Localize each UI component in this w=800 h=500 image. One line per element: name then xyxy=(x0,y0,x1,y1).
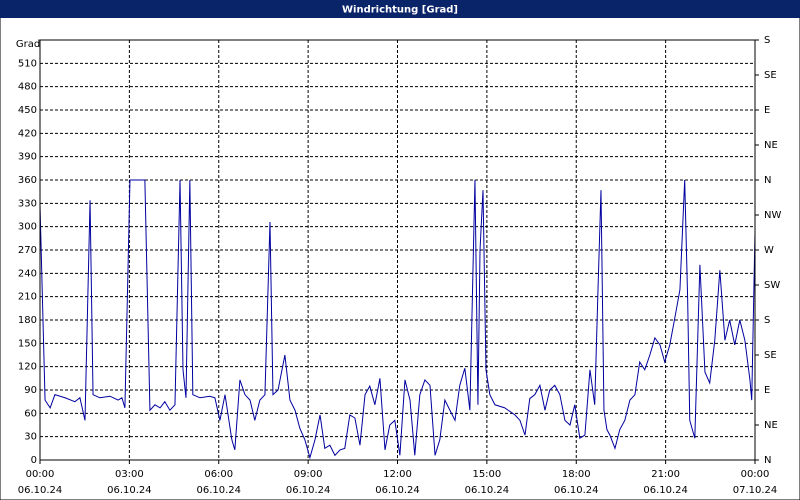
title-bar xyxy=(0,0,800,18)
y-tick-label: 390 xyxy=(18,152,37,163)
y2-tick-label: E xyxy=(764,385,770,396)
plot-border xyxy=(39,39,756,461)
y-tick-label: 240 xyxy=(18,268,37,279)
x-tick-label: 00:00 06.10.24 xyxy=(18,469,63,496)
y-tick-label: 480 xyxy=(18,82,37,93)
x-tick-label: 15:00 06.10.24 xyxy=(465,469,510,496)
y-tick-label: 90 xyxy=(24,385,37,396)
y2-tick-label: S xyxy=(764,315,770,326)
y2-tick-label: N xyxy=(764,455,771,466)
y-tick-label: 360 xyxy=(18,175,37,186)
x-tick-label: 18:00 06.10.24 xyxy=(554,469,599,496)
y2-tick-label: SE xyxy=(764,350,777,361)
y-axis-label: Grad xyxy=(16,39,40,50)
y-tick-label: 30 xyxy=(24,432,37,443)
y-tick-label: 150 xyxy=(18,338,37,349)
y2-tick-label: SE xyxy=(764,70,777,81)
y2-tick-label: S xyxy=(764,35,770,46)
y-tick-label: 60 xyxy=(24,408,37,419)
y-tick-label: 270 xyxy=(18,245,37,256)
y-tick-label: 210 xyxy=(18,292,37,303)
y-tick-label: 330 xyxy=(18,198,37,209)
x-tick-label: 06:00 06.10.24 xyxy=(196,469,241,496)
y-tick-label: 120 xyxy=(18,362,37,373)
y2-tick-label: W xyxy=(764,245,774,256)
y2-tick-label: N xyxy=(764,175,771,186)
y-tick-label: 450 xyxy=(18,105,37,116)
x-tick-label: 12:00 06.10.24 xyxy=(375,469,420,496)
y2-tick-label: NE xyxy=(764,140,778,151)
chart-title: Windrichtung [Grad] xyxy=(342,5,458,16)
x-tick-label: 21:00 06.10.24 xyxy=(643,469,688,496)
y-tick-label: 180 xyxy=(18,315,37,326)
y2-tick-label: NW xyxy=(764,210,781,221)
x-tick-label: 09:00 06.10.24 xyxy=(286,469,331,496)
y2-tick-label: SW xyxy=(764,280,780,291)
y-tick-label: 300 xyxy=(18,222,37,233)
x-tick-label: 03:00 06.10.24 xyxy=(107,469,152,496)
x-tick-label: 00:00 07.10.24 xyxy=(733,469,778,496)
y2-tick-label: NE xyxy=(764,420,778,431)
y-tick-label: 0 xyxy=(31,455,37,466)
y-tick-label: 420 xyxy=(18,128,37,139)
y2-tick-label: E xyxy=(764,105,770,116)
data-line xyxy=(39,179,756,460)
y-tick-label: 510 xyxy=(18,58,37,69)
